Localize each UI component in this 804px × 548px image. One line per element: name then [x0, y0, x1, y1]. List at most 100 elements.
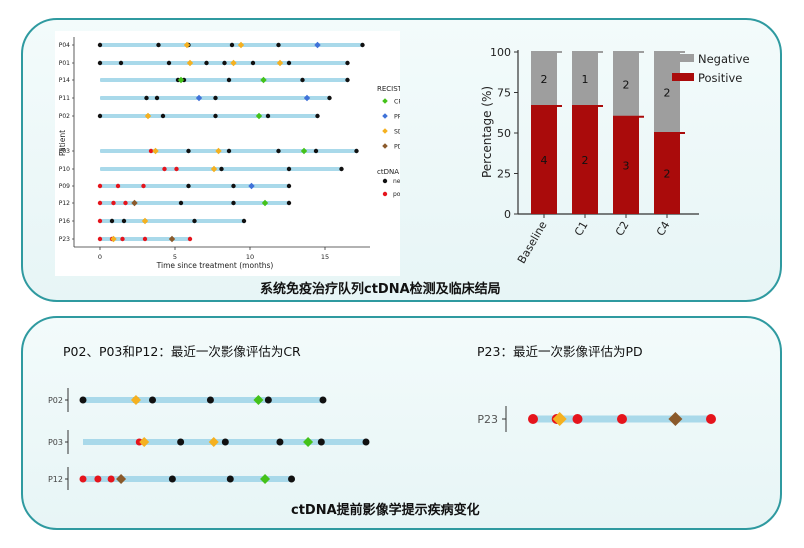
ctdna-positive-point [120, 236, 125, 242]
bar-positive [654, 133, 680, 214]
patient-label: P04 [59, 42, 70, 49]
stacked-bar-chart: 0 25 50 75 100 Percentage (%) 4 2 Baseline 2 1 C1 3 2… [476, 40, 752, 280]
bar-negative-count: 2 [623, 78, 630, 91]
legend-pr-label: PR [394, 114, 400, 121]
legend-cr-label: CR [394, 99, 400, 106]
recist-sd-marker [186, 59, 194, 67]
recist-sd-marker [276, 59, 284, 67]
patient-label: P23 [59, 236, 70, 243]
ctdna-negative-point [231, 183, 236, 189]
bar-negative-count: 2 [541, 73, 548, 86]
x-tick-label: 5 [173, 253, 177, 261]
patient-label: P14 [59, 77, 70, 84]
x-tick-label: C4 [654, 219, 673, 238]
legend-negative-swatch [672, 54, 694, 62]
legend-negative-label: Negative [698, 52, 750, 66]
bar-positive [613, 116, 639, 214]
bar-negative [654, 52, 680, 133]
ctdna-positive-point [572, 414, 583, 424]
ctdna-negative-point [178, 200, 184, 206]
legend-positive-label: positive [393, 191, 400, 198]
recist-pr-marker [303, 94, 311, 102]
ctdna-negative-point [121, 218, 127, 224]
ctdna-positive-point [162, 166, 167, 172]
recist-sd-marker [144, 112, 152, 120]
recist-sd-marker [130, 395, 141, 405]
bottom-caption: ctDNA提前影像学提示疾病变化 [291, 503, 480, 518]
ctdna-negative-point [226, 148, 232, 154]
bar-chart-svg: 0 25 50 75 100 Percentage (%) 4 2 Baseline 2 1 C1 3 2… [480, 46, 750, 266]
ctdna-negative-point [186, 183, 191, 189]
top-caption: 系统免疫治疗队列ctDNA检测及临床结局 [260, 282, 501, 297]
legend-positive-swatch [672, 73, 694, 81]
legend-negative-dot [382, 178, 388, 184]
ctdna-negative-point [97, 60, 103, 66]
ctdna-negative-point [160, 113, 166, 119]
ctdna-positive-point [107, 475, 115, 483]
ctdna-negative-point [156, 42, 161, 48]
recist-sd-marker [552, 412, 567, 426]
ctdna-positive-point [97, 200, 103, 206]
ctdna-positive-point [706, 414, 716, 424]
patient-label: P16 [59, 218, 70, 225]
patient-label: P10 [59, 166, 70, 173]
ctdna-negative-point [219, 166, 224, 172]
ctdna-negative-point [186, 148, 191, 154]
ctdna-positive-point [142, 236, 148, 242]
ctdna-negative-point [177, 438, 185, 446]
recist-pr-marker [195, 94, 203, 102]
bar-positive [572, 105, 598, 214]
bar-negative-count: 1 [582, 73, 589, 86]
recist-sd-marker [152, 147, 159, 155]
patient-label: P09 [59, 183, 70, 190]
ctdna-negative-point [109, 218, 115, 224]
ctdna-negative-point [345, 77, 350, 83]
bar-positive-count: 3 [623, 159, 630, 172]
recist-pr-marker [248, 182, 255, 190]
x-axis-label: Time since treatment (months) [156, 261, 274, 270]
zoom-patient-label: P23 [477, 413, 498, 426]
ctdna-negative-point [241, 218, 247, 224]
y-tick-label: 75 [497, 87, 511, 100]
ctdna-negative-point [339, 166, 344, 172]
recist-sd-marker [139, 437, 150, 447]
ctdna-positive-point [79, 475, 87, 483]
x-tick-label: 0 [98, 253, 102, 261]
bar-positive-count: 2 [582, 154, 589, 167]
ctdna-negative-point [204, 60, 209, 66]
patient-label: P01 [59, 60, 70, 67]
recist-cr-marker [260, 474, 271, 484]
recist-pd-marker [668, 412, 683, 426]
ctdna-negative-point [192, 218, 197, 224]
zoom-patient-bar [83, 476, 292, 482]
ctdna-negative-point [265, 113, 271, 119]
ctdna-negative-point [166, 60, 172, 66]
bar-positive-count: 4 [541, 154, 548, 167]
ctdna-positive-point [528, 414, 538, 424]
x-tick-label: 15 [321, 253, 329, 261]
x-tick-label: Baseline [515, 219, 550, 266]
ctdna-negative-point [97, 113, 103, 119]
ctdna-negative-point [362, 438, 370, 446]
recist-sd-marker [215, 147, 222, 155]
bar-negative [613, 52, 639, 117]
legend-sd-marker [382, 128, 388, 134]
recist-sd-marker [210, 165, 218, 173]
ctdna-positive-point [174, 166, 179, 172]
ctdna-negative-point [354, 148, 359, 154]
ctdna-negative-point [213, 95, 218, 101]
ctdna-positive-point [97, 183, 103, 189]
zoom-patient-label: P03 [48, 438, 63, 447]
legend-sd-label: SD [394, 129, 400, 136]
ctdna-negative-point [229, 42, 235, 48]
recist-sd-marker [208, 437, 219, 447]
ctdna-negative-point [206, 396, 214, 404]
zoom-right-svg: P23 [477, 406, 716, 432]
patient-bar [100, 201, 289, 205]
ctdna-negative-point [144, 95, 149, 101]
patient-bar [100, 114, 318, 118]
ctdna-negative-point [231, 200, 236, 206]
patient-bar [100, 184, 289, 188]
legend-pr-marker [382, 113, 388, 119]
x-tick-label: C1 [572, 219, 591, 238]
